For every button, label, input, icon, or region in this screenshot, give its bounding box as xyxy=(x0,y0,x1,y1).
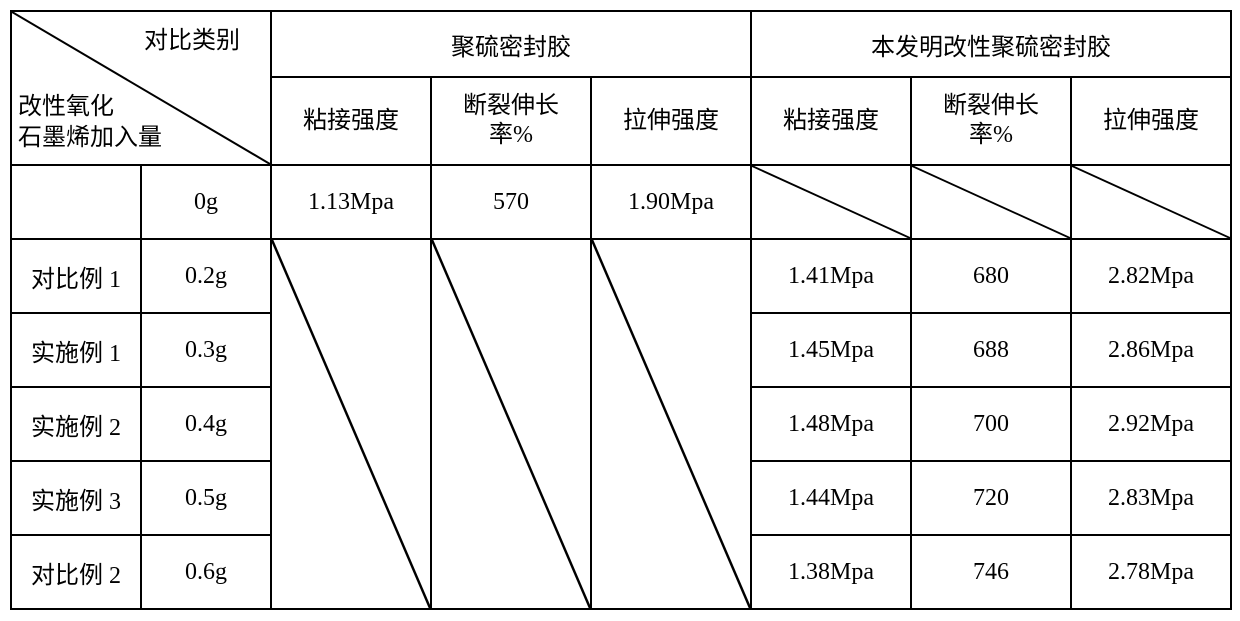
cell-mod-adhesion: 1.38Mpa xyxy=(751,535,911,609)
cell-mod-elong: 720 xyxy=(911,461,1071,535)
row-amount: 0.5g xyxy=(141,461,271,535)
row-amount: 0.6g xyxy=(141,535,271,609)
row-label: 对比例 1 xyxy=(11,239,141,313)
cell-mod-adhesion: 1.44Mpa xyxy=(751,461,911,535)
cell-mod-tensile: 2.92Mpa xyxy=(1071,387,1231,461)
corner-top-label: 对比类别 xyxy=(144,20,240,55)
row-amount: 0.2g xyxy=(141,239,271,313)
cell-mod-tensile: 2.78Mpa xyxy=(1071,535,1231,609)
corner-bottom-label: 改性氧化 石墨烯加入量 xyxy=(18,92,162,154)
corner-cell: 对比类别 改性氧化 石墨烯加入量 xyxy=(11,11,271,165)
cell-mod-elong: 688 xyxy=(911,313,1071,387)
cell-diagonal xyxy=(911,165,1071,239)
row-amount: 0g xyxy=(141,165,271,239)
group-header-modified: 本发明改性聚硫密封胶 xyxy=(751,11,1231,77)
comparison-table: 对比类别 改性氧化 石墨烯加入量 聚硫密封胶 本发明改性聚硫密封胶 粘接强度 断… xyxy=(10,10,1232,610)
cell-diagonal-tall xyxy=(271,239,431,609)
cell-mod-tensile: 2.86Mpa xyxy=(1071,313,1231,387)
cell-diagonal-tall xyxy=(591,239,751,609)
cell-mod-adhesion: 1.48Mpa xyxy=(751,387,911,461)
subheader-poly-tensile: 拉伸强度 xyxy=(591,77,751,165)
subheader-mod-tensile: 拉伸强度 xyxy=(1071,77,1231,165)
cell-poly-elong: 570 xyxy=(431,165,591,239)
row-label xyxy=(11,165,141,239)
cell-diagonal-tall xyxy=(431,239,591,609)
subheader-poly-adhesion: 粘接强度 xyxy=(271,77,431,165)
group-header-polysulfide: 聚硫密封胶 xyxy=(271,11,751,77)
cell-diagonal xyxy=(751,165,911,239)
cell-mod-adhesion: 1.41Mpa xyxy=(751,239,911,313)
cell-mod-tensile: 2.82Mpa xyxy=(1071,239,1231,313)
cell-mod-elong: 680 xyxy=(911,239,1071,313)
row-label: 实施例 1 xyxy=(11,313,141,387)
header-row-1: 对比类别 改性氧化 石墨烯加入量 聚硫密封胶 本发明改性聚硫密封胶 xyxy=(11,11,1231,77)
row-amount: 0.3g xyxy=(141,313,271,387)
subheader-mod-elongation: 断裂伸长 率% xyxy=(911,77,1071,165)
cell-mod-tensile: 2.83Mpa xyxy=(1071,461,1231,535)
cell-diagonal xyxy=(1071,165,1231,239)
row-label: 实施例 3 xyxy=(11,461,141,535)
table-row: 对比例 1 0.2g 1.41Mpa 680 2.82Mpa xyxy=(11,239,1231,313)
row-label: 实施例 2 xyxy=(11,387,141,461)
cell-mod-elong: 700 xyxy=(911,387,1071,461)
subheader-poly-elongation: 断裂伸长 率% xyxy=(431,77,591,165)
cell-poly-tensile: 1.90Mpa xyxy=(591,165,751,239)
table-row: 0g 1.13Mpa 570 1.90Mpa xyxy=(11,165,1231,239)
row-label: 对比例 2 xyxy=(11,535,141,609)
cell-poly-adhesion: 1.13Mpa xyxy=(271,165,431,239)
row-amount: 0.4g xyxy=(141,387,271,461)
cell-mod-elong: 746 xyxy=(911,535,1071,609)
subheader-mod-adhesion: 粘接强度 xyxy=(751,77,911,165)
cell-mod-adhesion: 1.45Mpa xyxy=(751,313,911,387)
